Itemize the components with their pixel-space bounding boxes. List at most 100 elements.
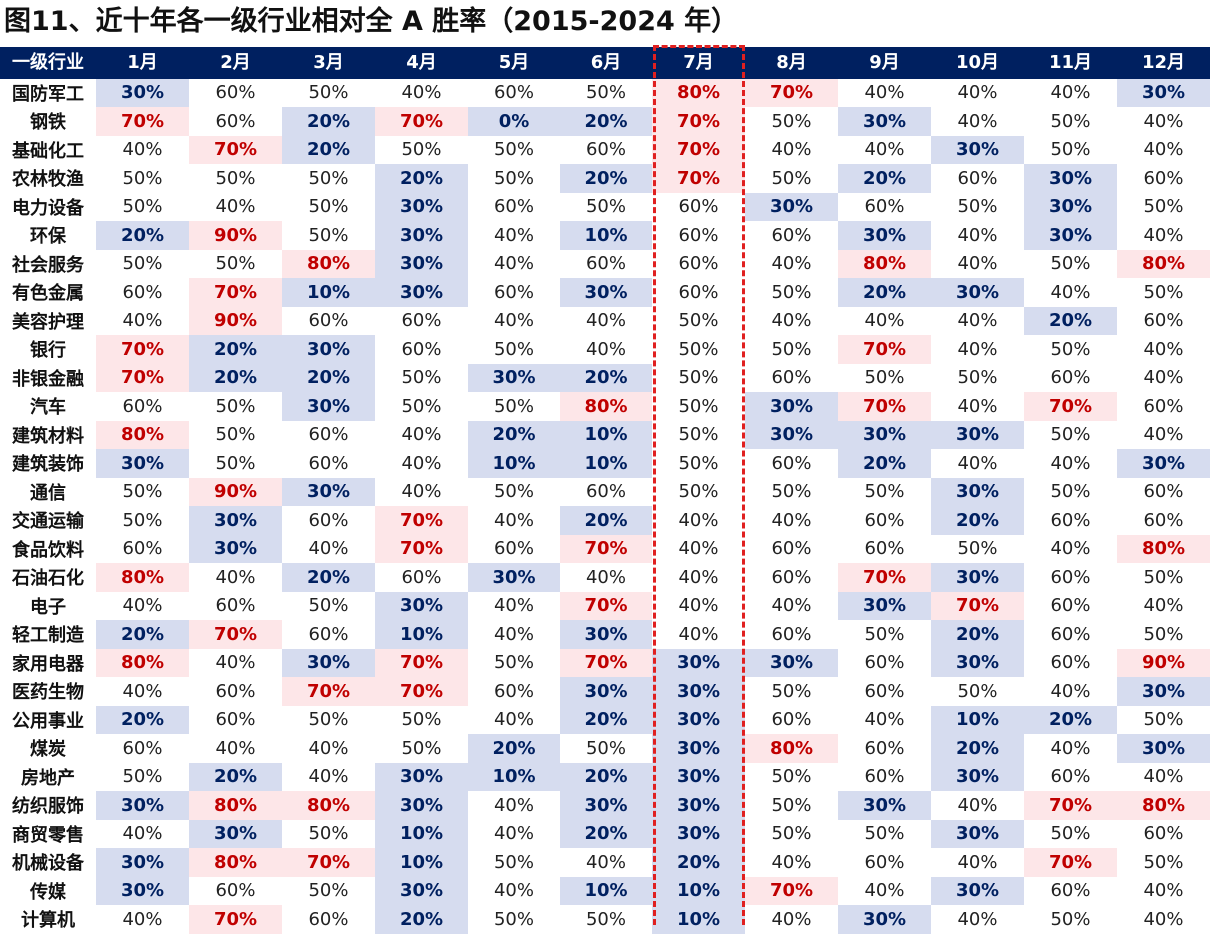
table-cell: 40% xyxy=(401,424,442,446)
table-cell: 20% xyxy=(560,363,652,392)
table-cell: 30% xyxy=(375,791,468,820)
column-header: 8月 xyxy=(745,47,838,79)
table-cell: 30% xyxy=(189,534,282,563)
table-cell: 60% xyxy=(308,908,349,930)
table-cell: 40% xyxy=(215,737,256,759)
table-cell: 50% xyxy=(957,196,998,218)
table-cell: 60% xyxy=(493,196,534,218)
table-cell: 60% xyxy=(1050,623,1091,645)
table-cell: 30% xyxy=(96,449,189,478)
table-cell: 40% xyxy=(957,224,998,246)
table-cell: 50% xyxy=(122,766,163,788)
table-cell: 70% xyxy=(282,848,375,877)
table-cell: 70% xyxy=(189,278,282,307)
table-cell: 40% xyxy=(493,595,534,617)
table-cell: 50% xyxy=(1050,139,1091,161)
table-cell: 70% xyxy=(931,591,1024,620)
table-cell: 60% xyxy=(864,652,905,674)
row-label: 社会服务 xyxy=(12,254,84,276)
table-cell: 60% xyxy=(1143,167,1184,189)
table-cell: 30% xyxy=(652,734,745,763)
table-cell: 60% xyxy=(864,680,905,702)
table-cell: 30% xyxy=(838,791,931,820)
table-cell: 40% xyxy=(771,851,812,873)
table-cell: 50% xyxy=(678,452,719,474)
table-cell: 50% xyxy=(771,481,812,503)
table-cell: 10% xyxy=(375,620,468,649)
table-row: 电力设备 50% 40% 50% 30% 60% 50% 60% 30% 60% 50% 30% 50% xyxy=(0,192,1210,221)
table-cell: 50% xyxy=(1050,338,1091,360)
table-cell: 40% xyxy=(493,310,534,332)
table-cell: 60% xyxy=(215,880,256,902)
table-cell: 80% xyxy=(745,734,838,763)
table-cell: 30% xyxy=(1024,164,1117,193)
table-cell: 50% xyxy=(122,481,163,503)
table-cell: 30% xyxy=(745,192,838,221)
table-cell: 20% xyxy=(375,164,468,193)
table-cell: 40% xyxy=(1143,595,1184,617)
table-cell: 50% xyxy=(1050,908,1091,930)
table-cell: 30% xyxy=(468,363,560,392)
table-cell: 40% xyxy=(493,709,534,731)
column-header: 10月 xyxy=(931,47,1024,79)
table-cell: 40% xyxy=(771,509,812,531)
table-cell: 30% xyxy=(189,506,282,535)
table-cell: 30% xyxy=(1117,77,1210,107)
table-cell: 40% xyxy=(308,766,349,788)
table-cell: 50% xyxy=(1050,424,1091,446)
row-label: 食品饮料 xyxy=(12,539,84,561)
table-cell: 10% xyxy=(282,278,375,307)
table-cell: 20% xyxy=(1024,705,1117,734)
table-header-row: 一级行业 1月 2月 3月 4月 5月 6月 7月 8月 9月 10月 11月 12月 xyxy=(0,47,1210,79)
table-cell: 50% xyxy=(1143,196,1184,218)
table-cell: 40% xyxy=(864,709,905,731)
win-rate-table: 一级行业 1月 2月 3月 4月 5月 6月 7月 8月 9月 10月 11月 12月 国防军工 30%… xyxy=(0,47,1210,934)
table-cell: 30% xyxy=(1117,734,1210,763)
table-cell: 70% xyxy=(375,506,468,535)
table-cell: 50% xyxy=(493,167,534,189)
table-cell: 40% xyxy=(1143,424,1184,446)
table-cell: 50% xyxy=(401,737,442,759)
table-cell: 40% xyxy=(1050,737,1091,759)
table-cell: 50% xyxy=(1143,623,1184,645)
table-cell: 70% xyxy=(838,563,931,592)
table-cell: 50% xyxy=(308,224,349,246)
table-cell: 60% xyxy=(1050,766,1091,788)
table-cell: 60% xyxy=(864,196,905,218)
table-cell: 40% xyxy=(1143,110,1184,132)
table-cell: 50% xyxy=(957,367,998,389)
table-cell: 50% xyxy=(1050,823,1091,845)
table-cell: 50% xyxy=(308,880,349,902)
table-cell: 40% xyxy=(1050,680,1091,702)
table-cell: 50% xyxy=(771,167,812,189)
table-cell: 40% xyxy=(678,623,719,645)
table-row: 通信 50% 90% 30% 40% 50% 60% 50% 50% 50% 30% 50% 60% xyxy=(0,477,1210,506)
table-row: 公用事业 20% 60% 50% 50% 40% 20% 30% 60% 40% 10% 20% 50% xyxy=(0,705,1210,734)
table-cell: 60% xyxy=(678,196,719,218)
table-cell: 40% xyxy=(493,880,534,902)
table-cell: 30% xyxy=(560,791,652,820)
table-cell: 40% xyxy=(215,652,256,674)
table-cell: 70% xyxy=(745,876,838,905)
table-row: 钢铁 70% 60% 20% 70% 0% 20% 70% 50% 30% 40% 50% 40% xyxy=(0,107,1210,136)
table-cell: 90% xyxy=(189,306,282,335)
table-cell: 30% xyxy=(745,648,838,677)
table-cell: 60% xyxy=(122,281,163,303)
table-cell: 60% xyxy=(771,224,812,246)
table-cell: 50% xyxy=(122,167,163,189)
row-label: 计算机 xyxy=(21,910,75,932)
table-cell: 40% xyxy=(957,908,998,930)
table-cell: 60% xyxy=(308,310,349,332)
row-label: 机械设备 xyxy=(12,853,84,875)
table-cell: 80% xyxy=(838,249,931,278)
row-label: 银行 xyxy=(30,340,66,362)
table-cell: 60% xyxy=(771,566,812,588)
table-cell: 30% xyxy=(1117,677,1210,706)
table-cell: 50% xyxy=(1050,110,1091,132)
table-row: 电子 40% 60% 50% 30% 40% 70% 40% 40% 30% 70% 60% 40% xyxy=(0,591,1210,620)
row-label: 农林牧渔 xyxy=(12,169,84,191)
table-cell: 30% xyxy=(560,677,652,706)
table-cell: 40% xyxy=(585,851,626,873)
table-row: 美容护理 40% 90% 60% 60% 40% 40% 50% 40% 40% 40% 20% 60% xyxy=(0,306,1210,335)
table-cell: 90% xyxy=(189,477,282,506)
